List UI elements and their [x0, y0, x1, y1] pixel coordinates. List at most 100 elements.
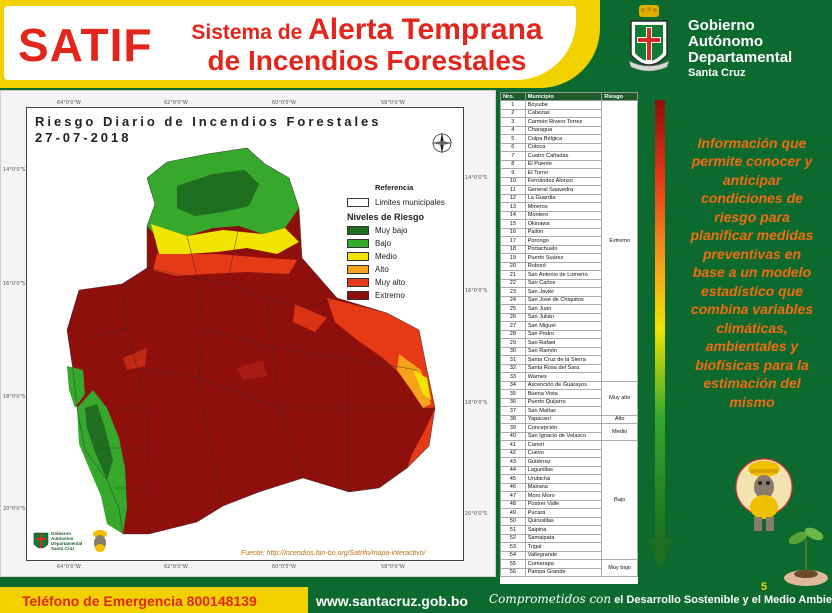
cell-municipio: Comarapa [524, 559, 603, 569]
table-row: 56 Pampa Grande [500, 567, 638, 577]
cell-nro: 31 [500, 355, 526, 365]
cell-municipio: Cabezas [524, 108, 603, 118]
cell-nro: 21 [500, 270, 526, 280]
cell-municipio: Boyuibe [524, 100, 603, 110]
gobierno-name: Gobierno Autónomo Departamental Santa Cr… [688, 17, 793, 80]
cell-nro: 56 [500, 567, 526, 577]
header-title-box [4, 6, 576, 80]
cell-nro: 6 [500, 142, 526, 152]
cell-municipio: Pampa Grande [524, 567, 603, 577]
cell-municipio: San Rafael [524, 338, 603, 348]
cell-nro: 25 [500, 304, 526, 314]
cell-municipio: San Ramón [524, 346, 603, 356]
info-description: Información que permite conocer y antici… [690, 135, 814, 410]
cell-nro: 35 [500, 389, 526, 399]
cell-nro: 45 [500, 474, 526, 484]
legend-swatch [347, 252, 369, 261]
cell-nro: 38 [500, 414, 526, 424]
tick-left-1: 14°0'0"S [3, 167, 26, 173]
legend-swatch [347, 226, 369, 235]
cell-municipio: Charagua [524, 125, 603, 135]
cell-riesgo: Muy bajo [601, 559, 638, 577]
cell-municipio: Pailón [524, 227, 603, 237]
col-municipio: Municipio [524, 92, 603, 101]
table-row: 55 Comarapa Muy bajo [500, 559, 638, 577]
cell-nro: 48 [500, 499, 526, 509]
cell-municipio: San Javier [524, 287, 603, 297]
cell-nro: 29 [500, 338, 526, 348]
tick-right-2: 16°0'0"S [465, 288, 488, 294]
santa-cruz-risk-map-graphic [66, 147, 436, 535]
cell-municipio: Portachuelo [524, 244, 603, 254]
page-number: 5 [761, 581, 768, 593]
cell-municipio: Moro Moro [524, 491, 603, 501]
cell-municipio: Camiri [524, 440, 603, 450]
legend-swatch-limites [347, 198, 369, 207]
cell-nro: 34 [500, 380, 526, 390]
cell-municipio: El Torno [524, 168, 603, 178]
cell-nro: 24 [500, 295, 526, 305]
cell-municipio: Ascención de Guarayos [524, 380, 603, 390]
cell-municipio: Santa Cruz de la Sierra [524, 355, 603, 365]
tick-bottom-1: 64°0'0"W [57, 564, 81, 570]
tick-bottom-4: 58°0'0"W [381, 564, 405, 570]
col-nro: Nro. [500, 92, 526, 101]
legend-item: Extremo [347, 289, 445, 302]
cell-nro: 33 [500, 372, 526, 382]
cell-municipio: Fernández Alonso [524, 176, 603, 186]
gobierno-small-crest-icon [33, 532, 49, 549]
website-link[interactable]: www.santacruz.gob.bo [316, 593, 468, 609]
legend-swatch [347, 265, 369, 274]
cell-municipio: Puerto Quijarro [524, 397, 603, 407]
municipality-table-wrap: Nro. Municipio Riesgo 1 Boyuibe Extremo 2 Ca… [500, 92, 638, 584]
cell-nro: 50 [500, 516, 526, 526]
legend-item: Muy bajo [347, 224, 445, 237]
cell-municipio: San Antonio de Lomerío [524, 270, 603, 280]
cell-riesgo: Medio [601, 423, 638, 441]
cell-municipio: Buena Vista [524, 389, 603, 399]
cell-municipio: Cotoca [524, 142, 603, 152]
cell-nro: 23 [500, 287, 526, 297]
tick-top-1: 64°0'0"W [57, 100, 81, 106]
cell-nro: 51 [500, 525, 526, 535]
cell-municipio: San Carlos [524, 278, 603, 288]
cell-municipio: Urubichá [524, 474, 603, 484]
page-title: Sistema de Alerta Temprana de Incendios … [172, 14, 562, 75]
table-row: 38 Yapacaní Alto [500, 414, 638, 424]
cell-municipio: Lagunillas [524, 465, 603, 475]
emergency-phone[interactable]: Teléfono de Emergencia 800148139 [22, 593, 257, 609]
risk-gradient-arrow-icon [648, 100, 672, 570]
cell-nro: 44 [500, 465, 526, 475]
cell-municipio: San Pedro [524, 329, 603, 339]
tick-left-4: 20°0'0"S [3, 506, 26, 512]
cell-nro: 53 [500, 542, 526, 552]
legend-item: Alto [347, 263, 445, 276]
cell-nro: 40 [500, 431, 526, 441]
gobierno-crest-icon [628, 5, 670, 72]
tick-bottom-3: 60°0'0"W [272, 564, 296, 570]
cell-municipio: Roboré [524, 261, 603, 271]
cell-municipio: Samaipata [524, 533, 603, 543]
legend-niveles-title: Niveles de Riesgo [347, 212, 425, 222]
cell-riesgo: Alto [601, 414, 638, 424]
cell-municipio: Quirusillas [524, 516, 603, 526]
cell-nro: 41 [500, 440, 526, 450]
cell-nro: 1 [500, 100, 526, 110]
cell-nro: 20 [500, 261, 526, 271]
cell-nro: 27 [500, 321, 526, 331]
cell-nro: 16 [500, 227, 526, 237]
table-header-row: Nro. Municipio Riesgo [500, 92, 638, 101]
cell-municipio: Okinawa [524, 219, 603, 229]
cell-municipio: Pucará [524, 508, 603, 518]
risk-map: Riesgo Diario de Incendios Forestales 27… [26, 107, 464, 561]
cell-nro: 7 [500, 151, 526, 161]
cell-nro: 4 [500, 125, 526, 135]
cell-municipio: General Saavedra [524, 185, 603, 195]
cell-municipio: Santa Rosa del Sara [524, 363, 603, 373]
map-panel: 64°0'0"W 62°0'0"W 60°0'0"W 58°0'0"W 64°0… [0, 90, 496, 577]
cell-nro: 12 [500, 193, 526, 203]
cell-municipio: Yapacaní [524, 414, 603, 424]
legend-swatch [347, 291, 369, 300]
cell-nro: 8 [500, 159, 526, 169]
